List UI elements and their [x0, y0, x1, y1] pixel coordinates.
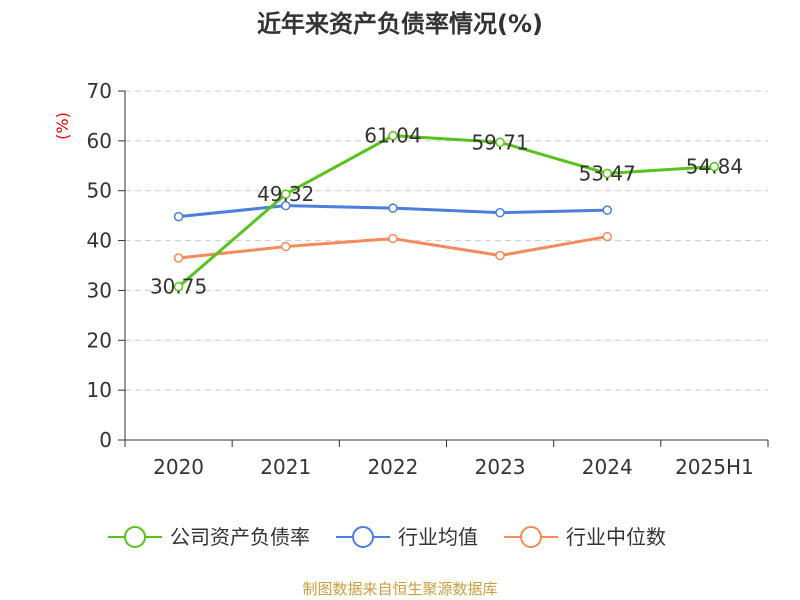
legend[interactable]: 公司资产负债率 行业均值 行业中位数	[108, 525, 666, 549]
company-debt-ratio-point	[173, 281, 184, 292]
company-debt-ratio-point	[602, 168, 612, 179]
company-debt-ratio-line	[177, 134, 715, 288]
company-debt-ratio-point	[495, 137, 505, 148]
company-debt-ratio-point	[709, 161, 720, 172]
industry-average-point	[281, 200, 291, 211]
y-tick-label: 20	[87, 328, 112, 352]
y-tick-label: 70	[87, 79, 112, 103]
y-tick-label: 0	[99, 428, 112, 452]
industry-median-point	[281, 241, 291, 252]
industry-median-point	[602, 231, 612, 242]
legend-item-industry-average[interactable]: 行业均值	[336, 525, 478, 549]
legend-marker	[520, 526, 542, 548]
industry-median-point	[388, 233, 398, 244]
y-axis-unit-label: (%)	[53, 112, 72, 140]
data-label: 49.32	[257, 182, 314, 206]
x-tick-label: 2025H1	[675, 455, 754, 479]
y-tick-label: 30	[87, 278, 112, 302]
x-tick-label: 2024	[582, 455, 633, 479]
y-tick-label: 50	[87, 179, 112, 203]
data-label: 30.75	[150, 275, 207, 299]
legend-item-company-debt-ratio[interactable]: 公司资产负债率	[108, 525, 310, 549]
industry-average-point	[602, 205, 612, 215]
data-label: 61.04	[364, 124, 421, 148]
legend-marker	[352, 526, 374, 548]
series-lines	[173, 130, 720, 292]
data-label: 53.47	[579, 161, 636, 185]
chart-title: 近年来资产负债率情况(%)	[257, 10, 543, 38]
y-tick-label: 40	[87, 229, 112, 253]
grid-lines	[125, 90, 768, 391]
axes: (%) 0 10 20 30 40 50 60 70 2020 2021 2022 2023 2024 2…	[53, 79, 769, 479]
company-debt-ratio-point	[281, 189, 291, 199]
industry-average-point	[495, 207, 505, 218]
industry-median-point	[495, 250, 505, 261]
x-tick-label: 2022	[367, 455, 418, 479]
legend-marker	[124, 526, 146, 548]
data-labels: 30.75 49.32 61.04 59.71 53.47 54.84	[150, 124, 743, 299]
data-label: 59.71	[471, 130, 528, 154]
x-tick-label: 2021	[260, 455, 311, 479]
legend-item-industry-median[interactable]: 行业中位数	[504, 525, 666, 549]
y-tick-label: 10	[87, 378, 112, 402]
industry-average-point	[388, 203, 398, 213]
legend-label: 行业中位数	[566, 525, 666, 549]
company-debt-ratio-point	[388, 130, 398, 141]
industry-average-point	[173, 211, 184, 222]
legend-label: 公司资产负债率	[170, 525, 310, 549]
legend-label: 行业均值	[398, 525, 478, 549]
x-tick-label: 2023	[475, 455, 526, 479]
y-tick-label: 60	[87, 129, 112, 153]
x-tick-label: 2020	[153, 455, 204, 479]
source-note: 制图数据来自恒生聚源数据库	[302, 580, 498, 598]
industry-median-point	[173, 253, 184, 263]
data-label: 54.84	[686, 155, 743, 179]
